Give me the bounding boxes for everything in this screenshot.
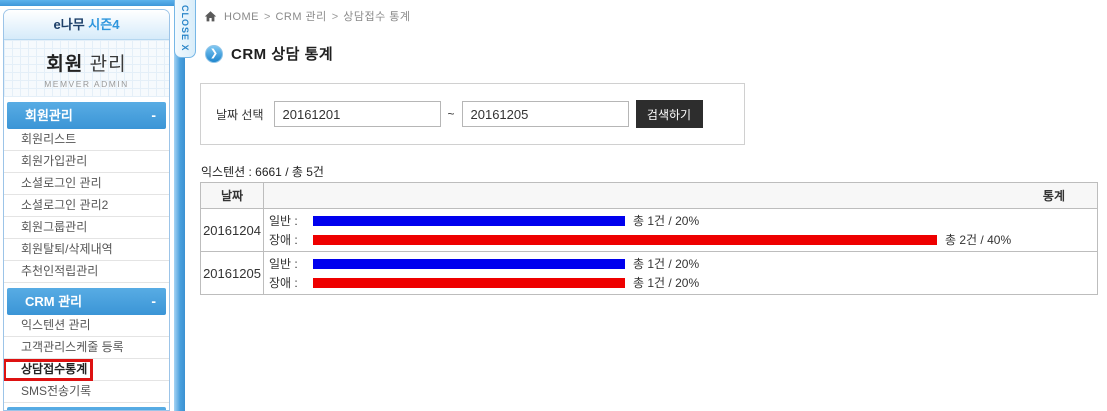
- table-row: 20161204 일반 : 총 1건 / 20% 장애 : 총 2건 / 40%: [200, 208, 1098, 252]
- sidebar-item[interactable]: 회원탈퇴/삭제내역: [4, 239, 169, 261]
- search-button[interactable]: 검색하기: [635, 100, 703, 128]
- sidebar-menu: 회원관리 - 회원리스트 회원가입관리 소셜로그인 관리 소셜로그인 관리2 회…: [4, 102, 169, 403]
- collapse-minus-icon[interactable]: -: [151, 107, 156, 123]
- sidebar-section-label: CRM 관리: [25, 294, 83, 309]
- stat-bar-value: 총 1건 / 20%: [633, 276, 700, 290]
- stats-table-body: 20161204 일반 : 총 1건 / 20% 장애 : 총 2건 / 40%…: [200, 208, 1098, 295]
- panel-title-strong: 회원: [46, 54, 84, 75]
- sidebar-item-label: 소셜로그인 관리2: [21, 198, 109, 212]
- breadcrumb-separator: >: [264, 11, 271, 23]
- sidebar-panel-title: 회원 관리 MEMVER ADMIN: [4, 40, 169, 97]
- sidebar-section-header[interactable]: 회원관리 -: [7, 102, 166, 129]
- sidebar-logo[interactable]: e나무 시즌4: [4, 10, 169, 40]
- sidebar-section-header[interactable]: CRM 관리 -: [7, 288, 166, 315]
- stat-bar-label: 장애 :: [269, 233, 298, 247]
- stats-table: 날짜 통계 20161204 일반 : 총 1건 / 20% 장애 : 총 2건…: [200, 182, 1098, 295]
- sidebar-item[interactable]: SMS전송기록: [4, 381, 169, 403]
- sidebar-item-label: 회원그룹관리: [21, 220, 88, 234]
- sidebar-item[interactable]: 회원그룹관리: [4, 217, 169, 239]
- stat-bar-line: 장애 : 총 2건 / 40%: [269, 230, 1097, 249]
- sidebar-item-label: 상담접수통계: [21, 362, 88, 376]
- sidebar-item[interactable]: 고객관리스케줄 등록: [4, 337, 169, 359]
- breadcrumb: HOME > CRM 관리 > 상담접수 통계: [204, 8, 413, 24]
- home-icon[interactable]: [204, 10, 217, 23]
- breadcrumb-item[interactable]: HOME: [224, 11, 259, 23]
- sidebar-item-label: 회원탈퇴/삭제내역: [21, 242, 113, 256]
- sidebar-item-label: 추천인적립관리: [21, 264, 99, 278]
- sidebar-item[interactable]: 소셜로그인 관리: [4, 173, 169, 195]
- stat-bar-line: 일반 : 총 1건 / 20%: [269, 254, 1097, 273]
- stat-bar-line: 일반 : 총 1건 / 20%: [269, 211, 1097, 230]
- logo-season-text: 시즌4: [84, 17, 120, 32]
- stat-bar-label: 일반 :: [269, 257, 298, 271]
- stat-bar: [313, 258, 625, 269]
- sidebar-item-label: 익스텐션 관리: [21, 318, 91, 332]
- sidebar-section-label: 회원관리: [25, 108, 73, 123]
- breadcrumb-item[interactable]: 상담접수 통계: [343, 11, 411, 23]
- breadcrumb-item[interactable]: CRM 관리: [275, 11, 327, 23]
- panel-subtitle: MEMVER ADMIN: [44, 79, 129, 89]
- stat-bar-line: 장애 : 총 1건 / 20%: [269, 273, 1097, 292]
- stat-bar-label: 일반 :: [269, 214, 298, 228]
- sidebar-item-label: 회원가입관리: [21, 154, 88, 168]
- row-date: 20161204: [200, 208, 264, 252]
- sidebar-item-label: SMS전송기록: [21, 384, 92, 398]
- sidebar-section-items: 회원리스트 회원가입관리 소셜로그인 관리 소셜로그인 관리2 회원그룹관리 회…: [4, 129, 169, 283]
- date-filter-box: 날짜 선택 ~ 검색하기: [200, 83, 745, 145]
- sidebar: e나무 시즌4 회원 관리 MEMVER ADMIN 회원관리 - 회원리스트 …: [3, 9, 170, 411]
- page-title: CRM 상담 통계: [231, 46, 334, 63]
- top-blue-strip: [0, 0, 196, 6]
- stat-bar-value: 총 1건 / 20%: [633, 257, 700, 271]
- sidebar-item[interactable]: 소셜로그인 관리2: [4, 195, 169, 217]
- table-row: 20161205 일반 : 총 1건 / 20% 장애 : 총 1건 / 20%: [200, 251, 1098, 295]
- row-stats: 일반 : 총 1건 / 20% 장애 : 총 1건 / 20%: [263, 251, 1098, 295]
- sidebar-item-label: 고객관리스케줄 등록: [21, 340, 124, 354]
- sidebar-item[interactable]: 회원가입관리: [4, 151, 169, 173]
- sidebar-item[interactable]: 추천인적립관리: [4, 261, 169, 283]
- panel-title-rest: 관리: [83, 54, 127, 75]
- row-stats: 일반 : 총 1건 / 20% 장애 : 총 2건 / 40%: [263, 208, 1098, 252]
- date-to-input[interactable]: [461, 101, 629, 127]
- row-date: 20161205: [200, 251, 264, 295]
- sidebar-close-tab-label: CLOSE X: [180, 5, 190, 52]
- collapse-minus-icon[interactable]: -: [151, 293, 156, 309]
- page-title-row: ❯ CRM 상담 통계: [205, 43, 333, 64]
- date-select-label: 날짜 선택: [216, 107, 264, 122]
- stats-column-header: 통계: [263, 182, 1098, 209]
- sidebar-collapse-strip[interactable]: [174, 0, 185, 411]
- sidebar-item[interactable]: 회원리스트: [4, 129, 169, 151]
- sidebar-item[interactable]: 익스텐션 관리: [4, 315, 169, 337]
- date-column-header: 날짜: [200, 182, 264, 209]
- logo-brand-text: e나무: [53, 17, 85, 32]
- stat-bar: [313, 234, 937, 245]
- date-from-input[interactable]: [273, 101, 441, 127]
- stat-bar: [313, 215, 625, 226]
- date-range-tilde: ~: [447, 107, 455, 121]
- breadcrumb-items: HOME > CRM 관리 > 상담접수 통계: [222, 8, 413, 24]
- stat-bar-label: 장애 :: [269, 276, 298, 290]
- stats-table-header-row: 날짜 통계: [200, 182, 1098, 209]
- stat-bar: [313, 277, 625, 288]
- sidebar-next-section-bar[interactable]: [7, 407, 166, 410]
- sidebar-item[interactable]: 상담접수통계: [4, 359, 169, 381]
- sidebar-item-label: 회원리스트: [21, 132, 77, 146]
- sidebar-section-items: 익스텐션 관리 고객관리스케줄 등록 상담접수통계 SMS전송기록: [4, 315, 169, 403]
- stat-bar-value: 총 2건 / 40%: [945, 233, 1012, 247]
- sidebar-item-label: 소셜로그인 관리: [21, 176, 102, 190]
- stat-bar-value: 총 1건 / 20%: [633, 214, 700, 228]
- arrow-bullet-icon: ❯: [205, 44, 223, 63]
- extension-summary: 익스텐션 : 6661 / 총 5건: [201, 165, 324, 179]
- breadcrumb-separator: >: [331, 11, 339, 23]
- panel-title-text: 회원 관리: [4, 49, 169, 76]
- sidebar-close-tab[interactable]: CLOSE X: [174, 0, 196, 58]
